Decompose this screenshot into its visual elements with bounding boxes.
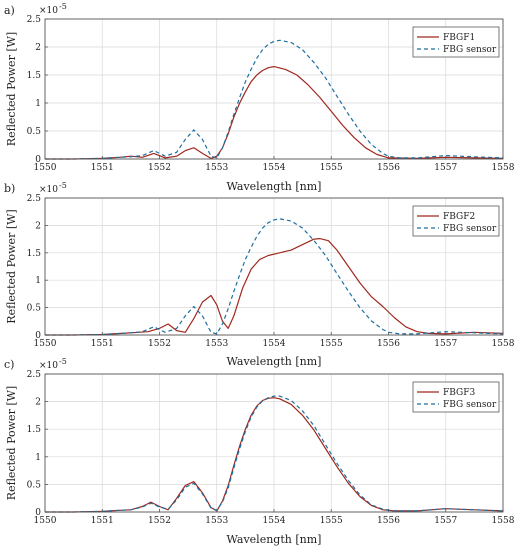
chart-panel-3: 1550 1551 1552 1553 1554 1555 1556 1557 1558 0 0.5… — [4, 357, 515, 546]
y-tick-label: 1.5 — [27, 71, 42, 81]
fbgf-series-line — [45, 66, 504, 160]
panel-label: b) — [4, 182, 15, 195]
x-tick-label: 1550 — [34, 516, 57, 526]
x-tick-label: 1557 — [434, 163, 457, 173]
y-tick-label: 2.5 — [27, 194, 42, 204]
chart-panel-1: 1550 1551 1552 1553 1554 1555 1556 1557 1558 0 0.5… — [4, 2, 515, 193]
x-tick-label: 1552 — [148, 163, 171, 173]
legend-box — [412, 381, 500, 413]
x-axis-label: Wavelength [nm] — [227, 180, 322, 193]
fbgf-series-line — [45, 397, 504, 513]
y-axis-exponent: ×10 — [39, 185, 58, 195]
plot-frame — [44, 18, 504, 160]
panel-label: a) — [4, 4, 15, 17]
legend-box — [412, 205, 500, 237]
x-tick-label: 1558 — [492, 339, 515, 349]
y-tick-label: 1 — [35, 276, 41, 286]
legend-label: FBG sensor — [443, 224, 497, 234]
x-axis-label: Wavelength [nm] — [227, 355, 322, 368]
fbgf-series-line — [45, 238, 504, 336]
x-tick-label: 1550 — [34, 163, 57, 173]
plot-frame — [44, 197, 504, 336]
legend: FBGF1 FBG sensor — [412, 26, 500, 58]
legend-label: FBGF3 — [443, 388, 475, 398]
legend: FBGF3 FBG sensor — [412, 381, 500, 413]
legend: FBGF2 FBG sensor — [412, 205, 500, 237]
y-tick-label: 1.5 — [27, 425, 42, 435]
x-tick-label: 1552 — [148, 339, 171, 349]
panel-label: c) — [4, 358, 14, 371]
x-tick-label: 1554 — [263, 339, 286, 349]
y-tick-label: 2.5 — [27, 370, 42, 380]
x-tick-label: 1556 — [377, 339, 400, 349]
x-tick-label: 1555 — [320, 516, 343, 526]
x-tick-label: 1551 — [91, 339, 114, 349]
y-tick-label: 2 — [35, 43, 41, 53]
x-tick-label: 1557 — [434, 516, 457, 526]
x-tick-label: 1553 — [205, 339, 228, 349]
y-tick-label: 0 — [35, 155, 41, 165]
y-tick-label: 0.5 — [27, 304, 42, 314]
y-tick-label: 0.5 — [27, 127, 42, 137]
y-axis-exponent-power: -5 — [59, 2, 67, 11]
y-tick-label: 1.5 — [27, 249, 42, 259]
x-tick-label: 1555 — [320, 339, 343, 349]
x-tick-label: 1558 — [492, 516, 515, 526]
y-tick-label: 1 — [35, 453, 41, 463]
legend-label: FBG sensor — [443, 45, 497, 55]
x-tick-label: 1558 — [492, 163, 515, 173]
x-axis-label: Wavelength [nm] — [227, 533, 322, 546]
y-tick-label: 0 — [35, 508, 41, 518]
y-tick-label: 2 — [35, 221, 41, 231]
x-tick-label: 1552 — [148, 516, 171, 526]
y-tick-label: 1 — [35, 99, 41, 109]
x-tick-label: 1557 — [434, 339, 457, 349]
y-axis-label: Reflected Power [W] — [5, 209, 18, 323]
x-tick-label: 1554 — [263, 516, 286, 526]
y-axis-exponent-power: -5 — [59, 181, 67, 190]
y-tick-label: 2 — [35, 398, 41, 408]
x-tick-label: 1551 — [91, 163, 114, 173]
x-tick-label: 1550 — [34, 339, 57, 349]
y-tick-label: 0.5 — [27, 480, 42, 490]
fbg-sensor-series-line — [45, 39, 504, 160]
chart-panel-2: 1550 1551 1552 1553 1554 1555 1556 1557 1558 0 0.5… — [4, 181, 515, 368]
x-tick-label: 1556 — [377, 516, 400, 526]
y-axis-exponent-power: -5 — [59, 357, 67, 366]
x-tick-label: 1553 — [205, 516, 228, 526]
x-tick-label: 1551 — [91, 516, 114, 526]
x-tick-label: 1554 — [263, 163, 286, 173]
legend-label: FBGF1 — [443, 33, 475, 43]
y-axis-label: Reflected Power [W] — [5, 32, 18, 146]
legend-box — [412, 26, 500, 58]
y-tick-label: 2.5 — [27, 15, 42, 25]
x-tick-label: 1555 — [320, 163, 343, 173]
x-tick-label: 1556 — [377, 163, 400, 173]
x-tick-label: 1553 — [205, 163, 228, 173]
y-axis-label: Reflected Power [W] — [5, 386, 18, 500]
y-axis-exponent: ×10 — [39, 361, 58, 371]
y-tick-label: 0 — [35, 331, 41, 341]
y-axis-exponent: ×10 — [39, 6, 58, 16]
plot-frame — [44, 373, 504, 513]
legend-label: FBG sensor — [443, 400, 497, 410]
fbg-sensor-series-line — [45, 218, 504, 336]
legend-label: FBGF2 — [443, 212, 475, 222]
